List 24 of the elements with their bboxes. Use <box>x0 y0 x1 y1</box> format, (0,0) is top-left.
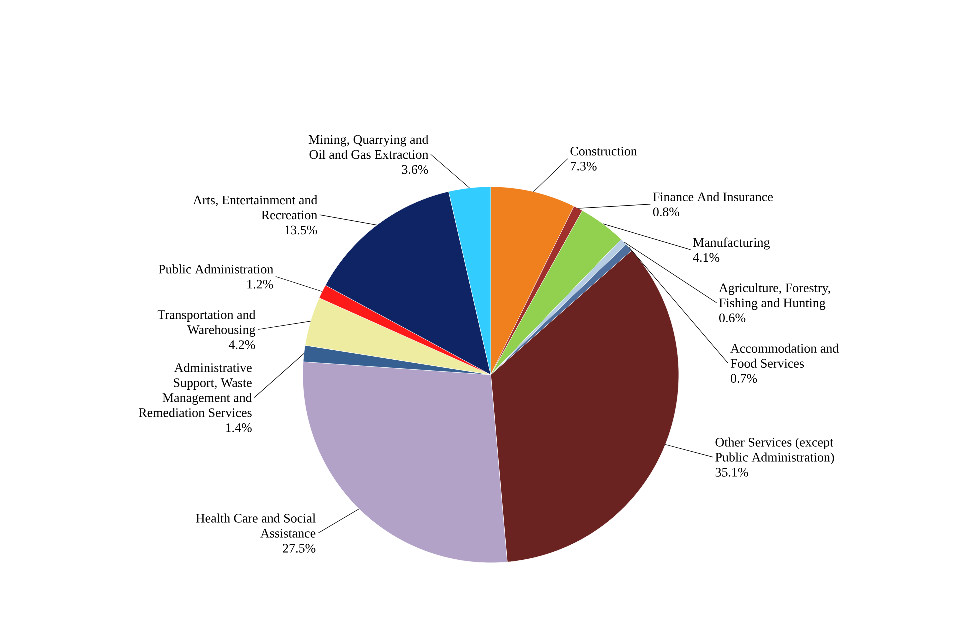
data-label: 35.1% <box>716 468 748 477</box>
data-label: 0.8% <box>653 208 680 217</box>
slice-label: Finance And Insurance <box>653 192 774 202</box>
slice-label: Mining, Quarrying and Oil and Gas Extraction <box>308 134 429 160</box>
data-label: 3.6% <box>402 165 428 174</box>
data-label: 1.4% <box>226 424 252 432</box>
slice-label: Other Services (except Public Administration) <box>716 438 834 464</box>
data-label: 1.2% <box>248 280 274 289</box>
slice-label: Accommodation and Food Services <box>730 344 840 368</box>
data-label: 4.2% <box>228 340 256 350</box>
slice-label: Construction <box>570 147 638 156</box>
slice-label: Manufacturing <box>693 238 770 250</box>
data-label: 4.1% <box>693 253 720 262</box>
data-label: 0.7% <box>731 374 758 384</box>
data-label: 7.3% <box>571 162 597 171</box>
slice-label: Public Administration <box>158 264 274 274</box>
slice-label: Arts, Entertainment and Recreation <box>193 195 318 220</box>
slice-label: Transportation and Warehousing <box>158 310 256 337</box>
data-label: 0.6% <box>719 314 746 323</box>
slice-label: Administrative Support, Waste Management and Remediation Services <box>139 363 252 418</box>
slice-label: Agriculture, Forestry, Fishing and Hunting <box>719 283 830 310</box>
data-label: 13.5% <box>285 226 318 235</box>
data-label: 27.5% <box>283 544 316 553</box>
slice-label: Health Care and Social Assistance <box>196 514 316 538</box>
